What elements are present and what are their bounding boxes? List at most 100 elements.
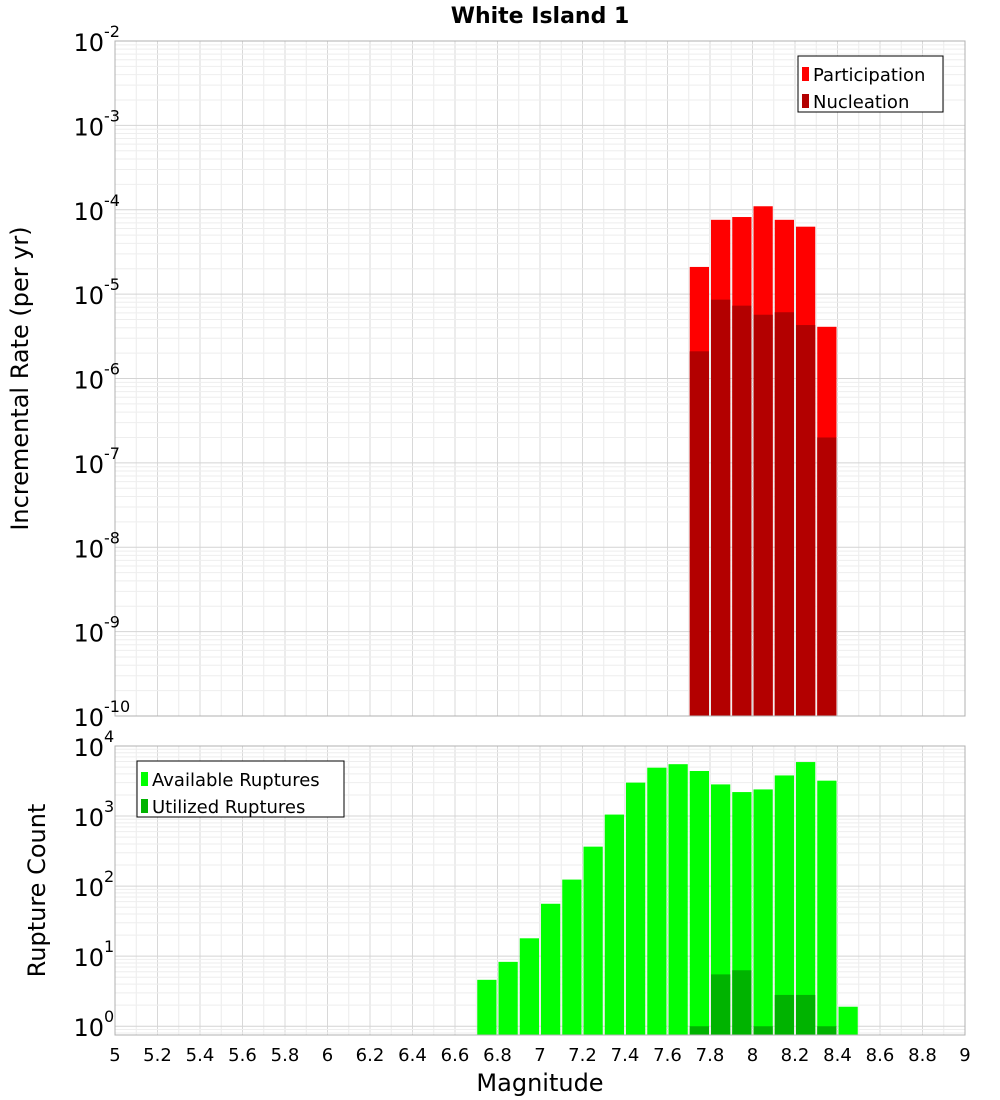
bar [711,784,731,1035]
series-nucleation [689,299,837,716]
y-tick-exponent: -9 [104,613,120,632]
bar [541,903,561,1035]
plot-frame [114,745,966,1036]
y-tick-label: 10 [73,282,104,310]
bar [711,299,731,716]
legend-swatch [141,799,148,813]
bar [774,312,794,716]
x-tick-label: 6 [322,1045,333,1066]
x-tick-label: 7.6 [653,1045,682,1066]
bar [711,974,731,1035]
bar [774,994,794,1035]
y-tick-label: 10 [73,944,104,972]
bar [796,762,816,1035]
legend-box [136,760,345,818]
y-tick-label: 10 [73,113,104,141]
x-tick-label: 5.8 [271,1045,300,1066]
x-tick-label: 8.8 [908,1045,937,1066]
legend-label: Participation [813,65,925,86]
legend-label: Utilized Ruptures [152,797,305,818]
bar [732,970,752,1035]
bar [753,789,773,1035]
y-tick-exponent: -10 [104,697,130,716]
x-tick-label: 6.6 [441,1045,470,1066]
bar [838,1006,858,1035]
bar [689,1026,709,1035]
y-axis-label: Rupture Count [23,804,51,978]
y-tick-label: 10 [73,198,104,226]
bar [647,767,667,1035]
y-tick-exponent: -6 [104,360,120,379]
series-utilized-ruptures [689,970,837,1035]
y-tick-exponent: -4 [104,191,120,210]
y-tick-label: 10 [73,367,104,395]
x-tick-label: 5.2 [143,1045,172,1066]
grid [114,746,966,1035]
grid [114,41,966,717]
bar [604,814,624,1035]
bar [668,764,688,1035]
bar [732,305,752,716]
series-available-ruptures [477,762,858,1035]
x-tick-label: 9 [959,1045,970,1066]
y-tick-exponent: -7 [104,444,120,463]
plot-frame [114,40,966,717]
x-tick-label: 8.4 [823,1045,852,1066]
legend-label: Available Ruptures [152,770,320,791]
bar [498,961,518,1035]
x-tick-label: 8.2 [781,1045,810,1066]
y-tick-exponent: 2 [104,867,114,886]
x-axis-label: Magnitude [476,1069,603,1097]
y-tick-label: 10 [73,620,104,648]
y-tick-exponent: -5 [104,275,120,294]
y-tick-label: 10 [73,535,104,563]
x-tick-label: 6.2 [356,1045,385,1066]
chart-title: White Island 1 [451,4,630,29]
y-tick-exponent: 3 [104,797,114,816]
legend-swatch [141,772,148,786]
x-tick-label: 6.4 [398,1045,427,1066]
bar [519,938,539,1035]
bar [796,325,816,716]
bar [817,780,837,1035]
legend-label: Nucleation [813,92,909,113]
bar [477,979,497,1035]
bar [817,437,837,716]
x-tick-label: 5 [109,1045,120,1066]
y-tick-exponent: -2 [104,22,120,41]
bar [796,994,816,1035]
y-tick-label: 10 [73,451,104,479]
bar [562,879,582,1035]
bar [689,351,709,716]
y-tick-label: 10 [73,804,104,832]
bar [626,782,646,1035]
x-tick-label: 6.8 [483,1045,512,1066]
legend: Available Ruptures Utilized Ruptures [136,760,345,818]
y-tick-label: 10 [73,1014,104,1042]
legend-box [797,55,944,113]
y-tick-exponent: 0 [104,1007,114,1026]
bar [583,846,603,1035]
y-axis-label: Incremental Rate (per yr) [6,226,34,530]
y-tick-exponent: 4 [104,727,114,746]
x-tick-label: 7.4 [611,1045,640,1066]
y-tick-exponent: -8 [104,528,120,547]
x-tick-label: 8 [747,1045,758,1066]
y-tick-label: 10 [73,704,104,732]
bar [689,770,709,1035]
x-tick-label: 7 [534,1045,545,1066]
bar [753,314,773,716]
y-tick-label: 10 [73,734,104,762]
y-tick-label: 10 [73,874,104,902]
y-tick-exponent: 1 [104,937,114,956]
legend-swatch [802,67,809,81]
x-tick-label: 5.6 [228,1045,257,1066]
x-tick-label: 7.2 [568,1045,597,1066]
x-tick-label: 7.8 [696,1045,725,1066]
bar [774,775,794,1035]
y-tick-exponent: -3 [104,106,120,125]
x-tick-label: 5.4 [186,1045,215,1066]
